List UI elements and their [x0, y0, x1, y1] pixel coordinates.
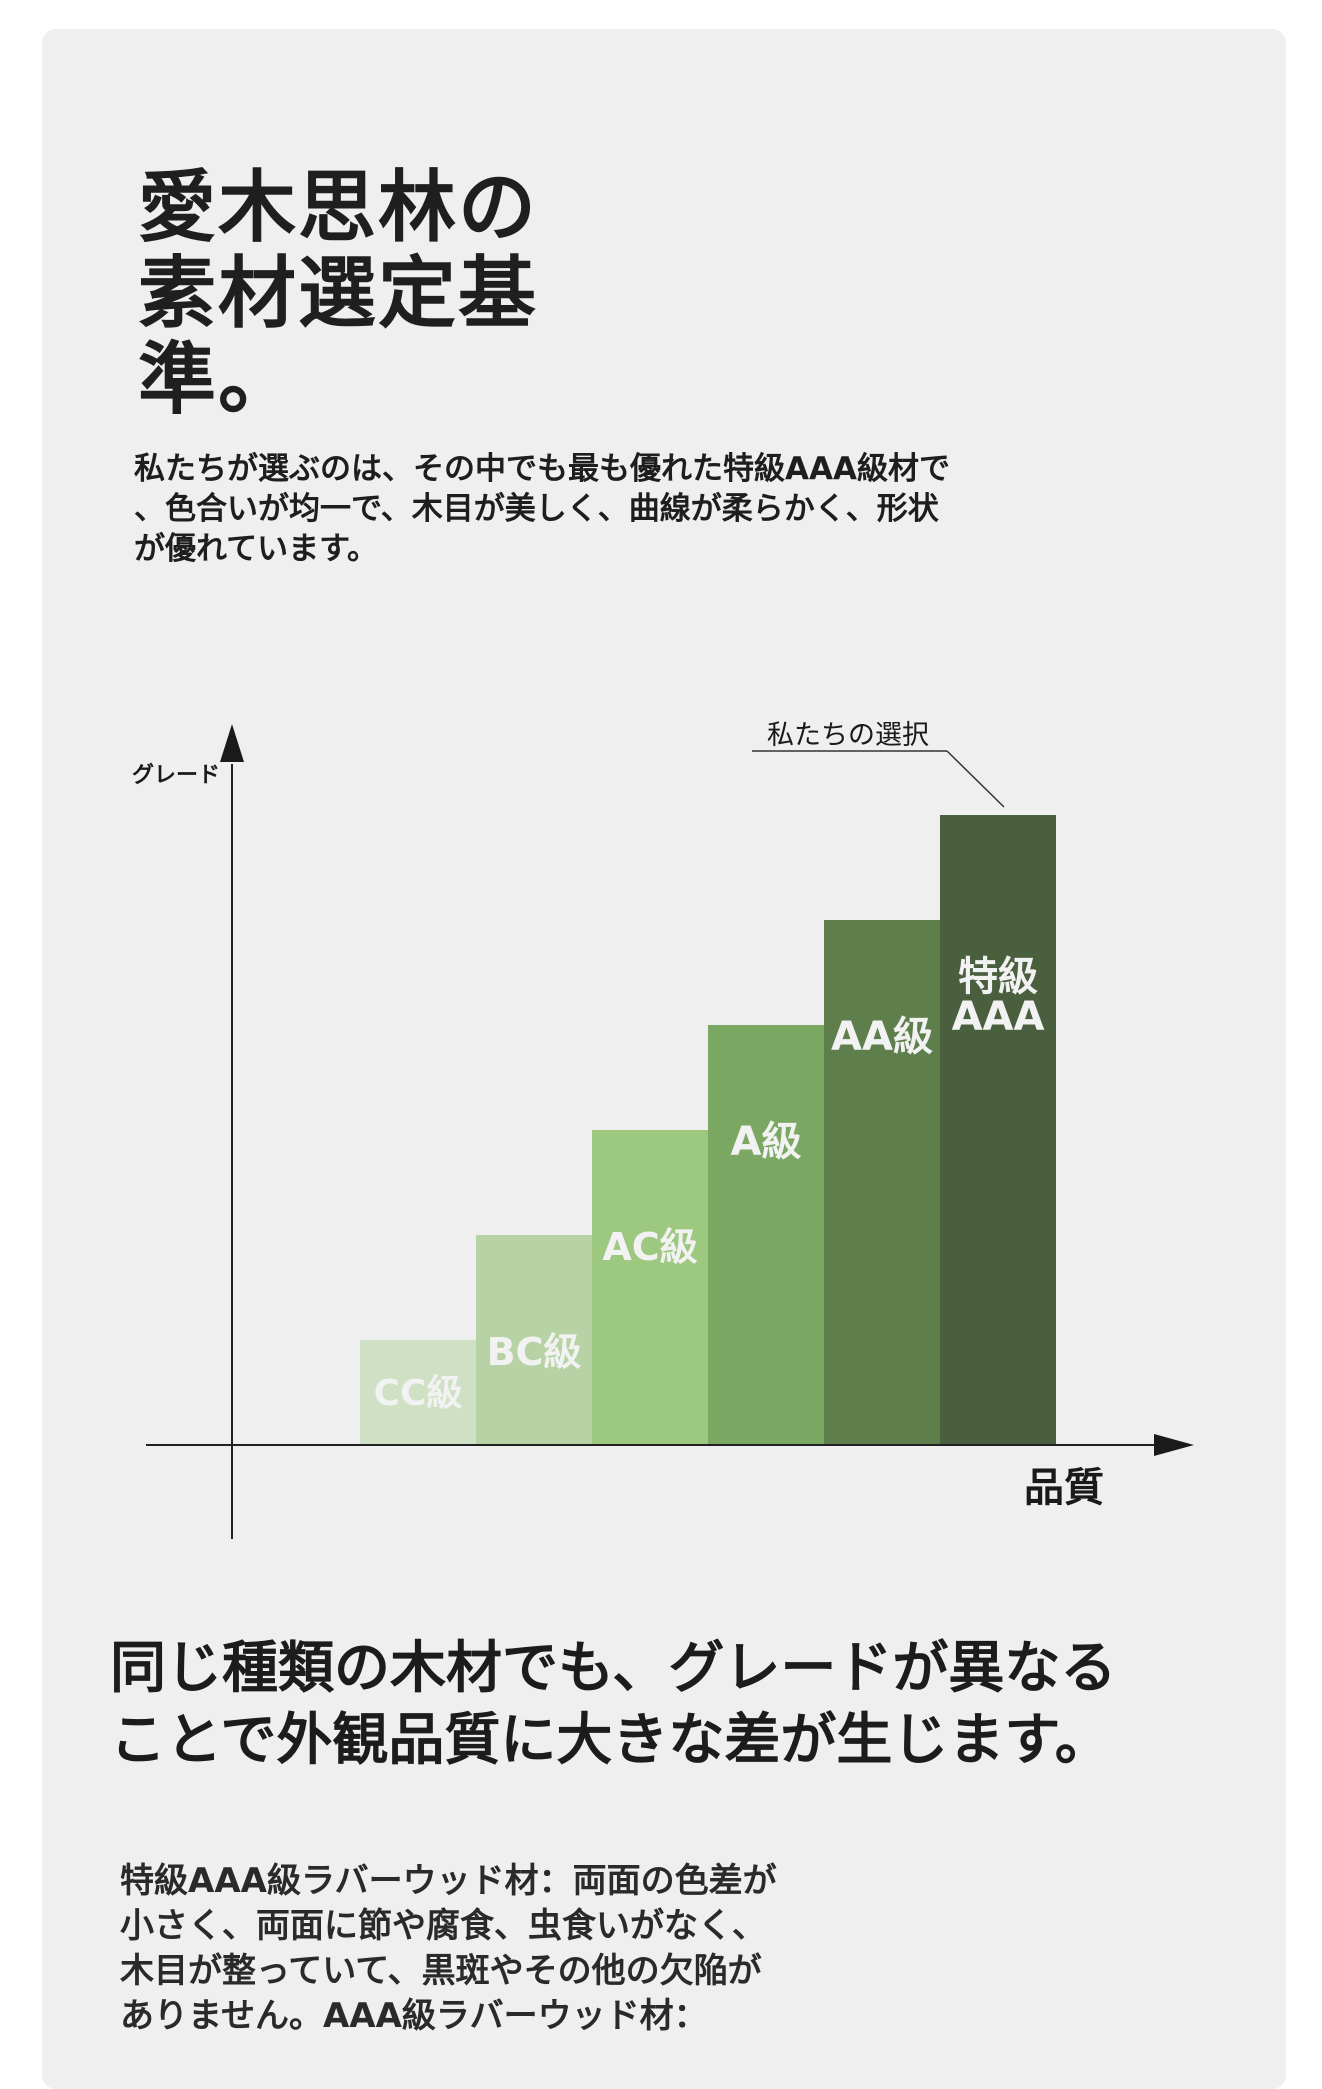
title-line: 愛木思林の [138, 163, 539, 253]
bar-2 [476, 1235, 592, 1445]
selection-annotation: 私たちの選択 [767, 720, 929, 751]
bar-4 [708, 1025, 824, 1445]
bar-label-5: AA級 [831, 1014, 933, 1060]
bar-5 [824, 920, 940, 1445]
heading-line: ことで外観品質に大きな差が生じます。 [110, 1708, 1111, 1773]
intro-text: 私たちが選ぶのは、その中でも最も優れた特級AAA級材で 、色合いが均一で、木目が… [134, 449, 1034, 569]
x-axis-arrow-icon [1154, 1434, 1194, 1456]
section-heading: 同じ種類の木材でも、グレードが異なる ことで外観品質に大きな差が生じます。 [110, 1633, 1116, 1777]
intro-line: が優れています。 [134, 531, 378, 567]
bar-1 [360, 1340, 476, 1445]
annotation-leader-line [946, 750, 1005, 808]
bar-label-6: 特級 [958, 954, 1038, 1000]
x-axis-label: 品質 [1024, 1465, 1104, 1511]
bar-3 [592, 1130, 708, 1445]
body-line: ありません。AAA級ラバーウッド材： [120, 1996, 708, 2036]
heading-line: 同じ種類の木材でも、グレードが異なる [110, 1636, 1117, 1701]
bar-label-3: AC級 [602, 1225, 697, 1269]
bar-label-4: A級 [731, 1119, 802, 1165]
body-line: 特級AAA級ラバーウッド材：両面の色差が [120, 1861, 777, 1901]
y-axis-arrow-icon [220, 724, 244, 762]
bar-6 [940, 815, 1056, 1445]
intro-line: 、色合いが均一で、木目が美しく、曲線が柔らかく、形状 [134, 491, 939, 527]
title-line: 素材選定基 [138, 249, 539, 339]
bar-label-6: AAA [952, 994, 1045, 1040]
title-line: 準。 [138, 335, 299, 425]
grade-description: 特級AAA級ラバーウッド材：両面の色差が 小さく、両面に節や腐食、虫食いがなく、… [120, 1859, 1270, 2039]
body-line: 小さく、両面に節や腐食、虫食いがなく、 [120, 1906, 766, 1946]
y-axis-label: グレード [132, 762, 220, 788]
bar-label-1: CC級 [374, 1373, 463, 1414]
body-line: 木目が整っていて、黒斑やその他の欠陥が [120, 1951, 762, 1991]
intro-line: 私たちが選ぶのは、その中でも最も優れた特級AAA級材で [134, 451, 950, 487]
content-card: 愛木思林の 素材選定基 準。 私たちが選ぶのは、その中でも最も優れた特級AAA級… [42, 29, 1286, 2089]
page-title: 愛木思林の 素材選定基 準。 [138, 165, 538, 423]
bar-label-2: BC級 [487, 1330, 582, 1374]
